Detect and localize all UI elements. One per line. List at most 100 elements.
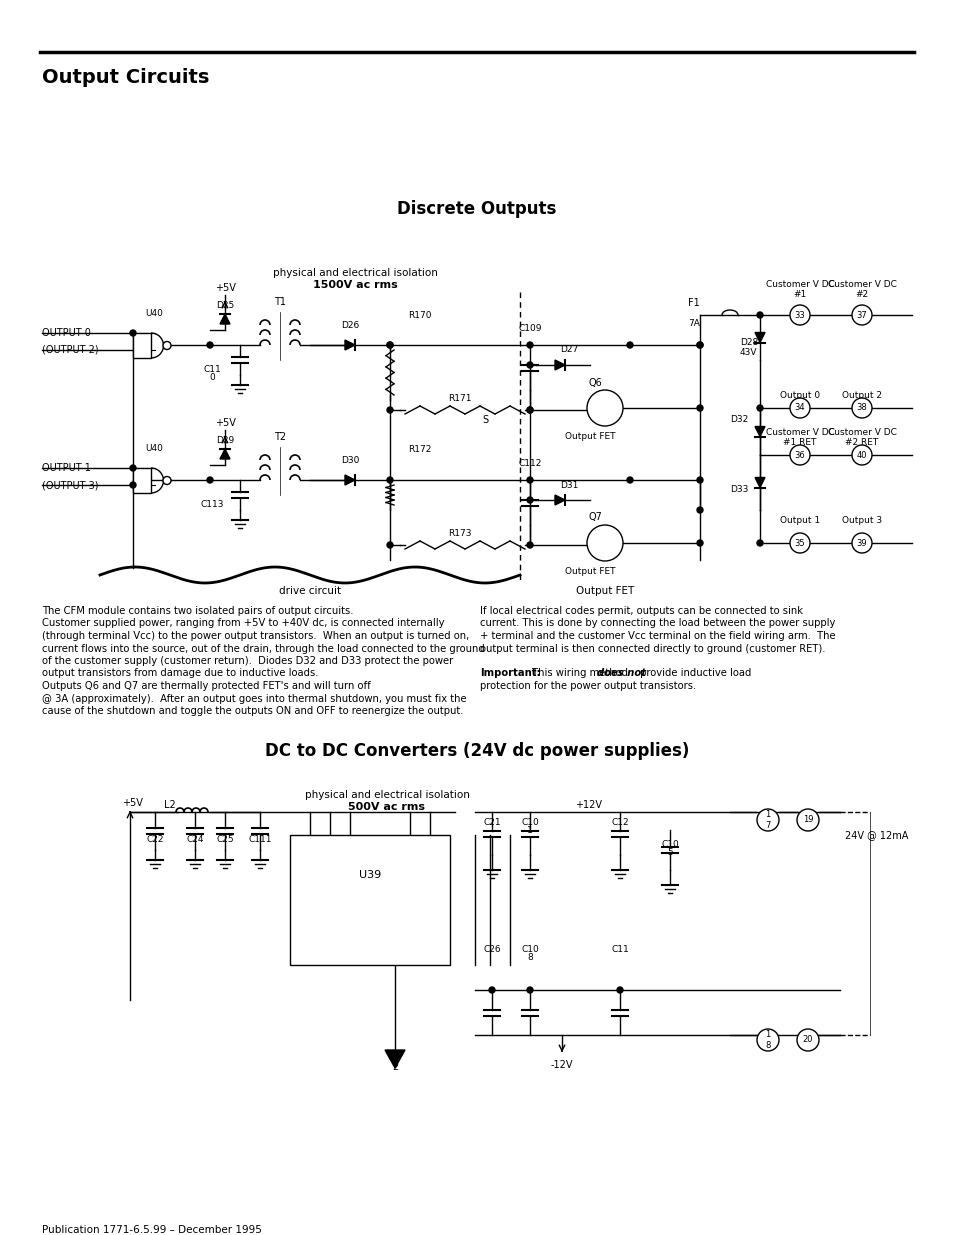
Circle shape bbox=[851, 445, 871, 466]
Text: drive circuit: drive circuit bbox=[278, 585, 341, 597]
Text: 1
8: 1 8 bbox=[764, 1030, 770, 1050]
Circle shape bbox=[757, 312, 762, 317]
Circle shape bbox=[526, 408, 533, 412]
Text: Important:: Important: bbox=[479, 668, 540, 678]
Text: R173: R173 bbox=[448, 529, 471, 538]
Circle shape bbox=[851, 305, 871, 325]
Text: 20: 20 bbox=[801, 1035, 812, 1045]
Polygon shape bbox=[220, 450, 230, 459]
Circle shape bbox=[617, 987, 622, 993]
Bar bbox=[290, 835, 450, 965]
Text: D27: D27 bbox=[559, 346, 578, 354]
Text: output terminal is then connected directly to ground (customer RET).: output terminal is then connected direct… bbox=[479, 643, 824, 653]
Circle shape bbox=[626, 342, 633, 348]
Circle shape bbox=[586, 390, 622, 426]
Text: OUTPUT 0: OUTPUT 0 bbox=[42, 329, 91, 338]
Text: +12V: +12V bbox=[575, 800, 601, 810]
Text: C113: C113 bbox=[200, 500, 224, 509]
Text: current flows into the source, out of the drain, through the load connected to t: current flows into the source, out of th… bbox=[42, 643, 484, 653]
Text: C22: C22 bbox=[146, 835, 164, 844]
Text: 500V ac rms: 500V ac rms bbox=[348, 802, 425, 811]
Text: Customer V DC: Customer V DC bbox=[764, 280, 834, 289]
Circle shape bbox=[130, 466, 136, 471]
Text: Q6: Q6 bbox=[587, 378, 601, 388]
Text: C26: C26 bbox=[482, 945, 500, 953]
Bar bbox=[132, 468, 151, 493]
Circle shape bbox=[387, 342, 393, 348]
Circle shape bbox=[130, 482, 136, 488]
Circle shape bbox=[789, 305, 809, 325]
Text: 0: 0 bbox=[209, 373, 214, 382]
Circle shape bbox=[757, 405, 762, 411]
Text: T1: T1 bbox=[274, 296, 286, 308]
Polygon shape bbox=[754, 478, 764, 488]
Text: Customer V DC: Customer V DC bbox=[826, 280, 896, 289]
Text: physical and electrical isolation: physical and electrical isolation bbox=[273, 268, 437, 278]
Text: (OUTPUT 2): (OUTPUT 2) bbox=[42, 345, 98, 354]
Text: D32: D32 bbox=[729, 415, 747, 425]
Text: C10: C10 bbox=[660, 840, 679, 848]
Circle shape bbox=[526, 987, 533, 993]
Text: provide inductive load: provide inductive load bbox=[637, 668, 751, 678]
Circle shape bbox=[526, 496, 533, 503]
Text: Customer supplied power, ranging from +5V to +40V dc, is connected internally: Customer supplied power, ranging from +5… bbox=[42, 619, 444, 629]
Text: D25: D25 bbox=[215, 301, 233, 310]
Text: 38: 38 bbox=[856, 404, 866, 412]
Text: F1: F1 bbox=[687, 298, 700, 308]
Circle shape bbox=[697, 405, 702, 411]
Circle shape bbox=[526, 408, 533, 412]
Text: C109: C109 bbox=[517, 324, 541, 333]
Text: C12: C12 bbox=[611, 818, 628, 827]
Circle shape bbox=[757, 809, 779, 831]
Circle shape bbox=[586, 525, 622, 561]
Text: (through terminal Vcc) to the power output transistors.  When an output is turne: (through terminal Vcc) to the power outp… bbox=[42, 631, 469, 641]
Text: of the customer supply (customer return).  Diodes D32 and D33 protect the power: of the customer supply (customer return)… bbox=[42, 656, 453, 666]
Circle shape bbox=[789, 398, 809, 417]
Text: OUTPUT 1: OUTPUT 1 bbox=[42, 463, 91, 473]
Circle shape bbox=[789, 445, 809, 466]
Text: 19: 19 bbox=[801, 815, 812, 825]
Text: 1500V ac rms: 1500V ac rms bbox=[313, 280, 397, 290]
Circle shape bbox=[387, 342, 393, 348]
Text: Customer V DC: Customer V DC bbox=[826, 429, 896, 437]
Text: S: S bbox=[481, 415, 488, 425]
Text: D28: D28 bbox=[740, 338, 758, 347]
Circle shape bbox=[489, 987, 495, 993]
Text: 37: 37 bbox=[856, 310, 866, 320]
Circle shape bbox=[757, 1029, 779, 1051]
Text: D31: D31 bbox=[559, 480, 578, 489]
Text: U39: U39 bbox=[358, 869, 381, 881]
Text: C24: C24 bbox=[186, 835, 204, 844]
Text: C25: C25 bbox=[216, 835, 233, 844]
Text: 43V: 43V bbox=[740, 348, 757, 357]
Text: Output FET: Output FET bbox=[564, 432, 615, 441]
Circle shape bbox=[789, 534, 809, 553]
Circle shape bbox=[697, 342, 702, 348]
Circle shape bbox=[130, 330, 136, 336]
Circle shape bbox=[796, 1029, 818, 1051]
Polygon shape bbox=[754, 426, 764, 436]
Text: #2: #2 bbox=[855, 290, 867, 299]
Text: 24V @ 12mA: 24V @ 12mA bbox=[844, 830, 907, 840]
Text: R170: R170 bbox=[408, 310, 431, 320]
Text: 7A: 7A bbox=[687, 319, 700, 329]
Circle shape bbox=[851, 534, 871, 553]
Text: Discrete Outputs: Discrete Outputs bbox=[396, 200, 557, 219]
Text: 36: 36 bbox=[794, 451, 804, 459]
Text: C10: C10 bbox=[520, 818, 538, 827]
Circle shape bbox=[851, 398, 871, 417]
Polygon shape bbox=[555, 495, 564, 505]
Circle shape bbox=[207, 477, 213, 483]
Text: Output 1: Output 1 bbox=[780, 516, 820, 525]
Text: If local electrical codes permit, outputs can be connected to sink: If local electrical codes permit, output… bbox=[479, 606, 802, 616]
Text: 5: 5 bbox=[666, 848, 672, 857]
Text: D29: D29 bbox=[215, 436, 233, 445]
Text: (OUTPUT 3): (OUTPUT 3) bbox=[42, 480, 98, 490]
Polygon shape bbox=[345, 475, 355, 485]
Text: U40: U40 bbox=[145, 445, 163, 453]
Text: C10: C10 bbox=[520, 945, 538, 953]
Circle shape bbox=[387, 477, 393, 483]
Circle shape bbox=[697, 540, 702, 546]
Text: 8: 8 bbox=[527, 953, 533, 962]
Text: Outputs Q6 and Q7 are thermally protected FET's and will turn off: Outputs Q6 and Q7 are thermally protecte… bbox=[42, 680, 371, 692]
